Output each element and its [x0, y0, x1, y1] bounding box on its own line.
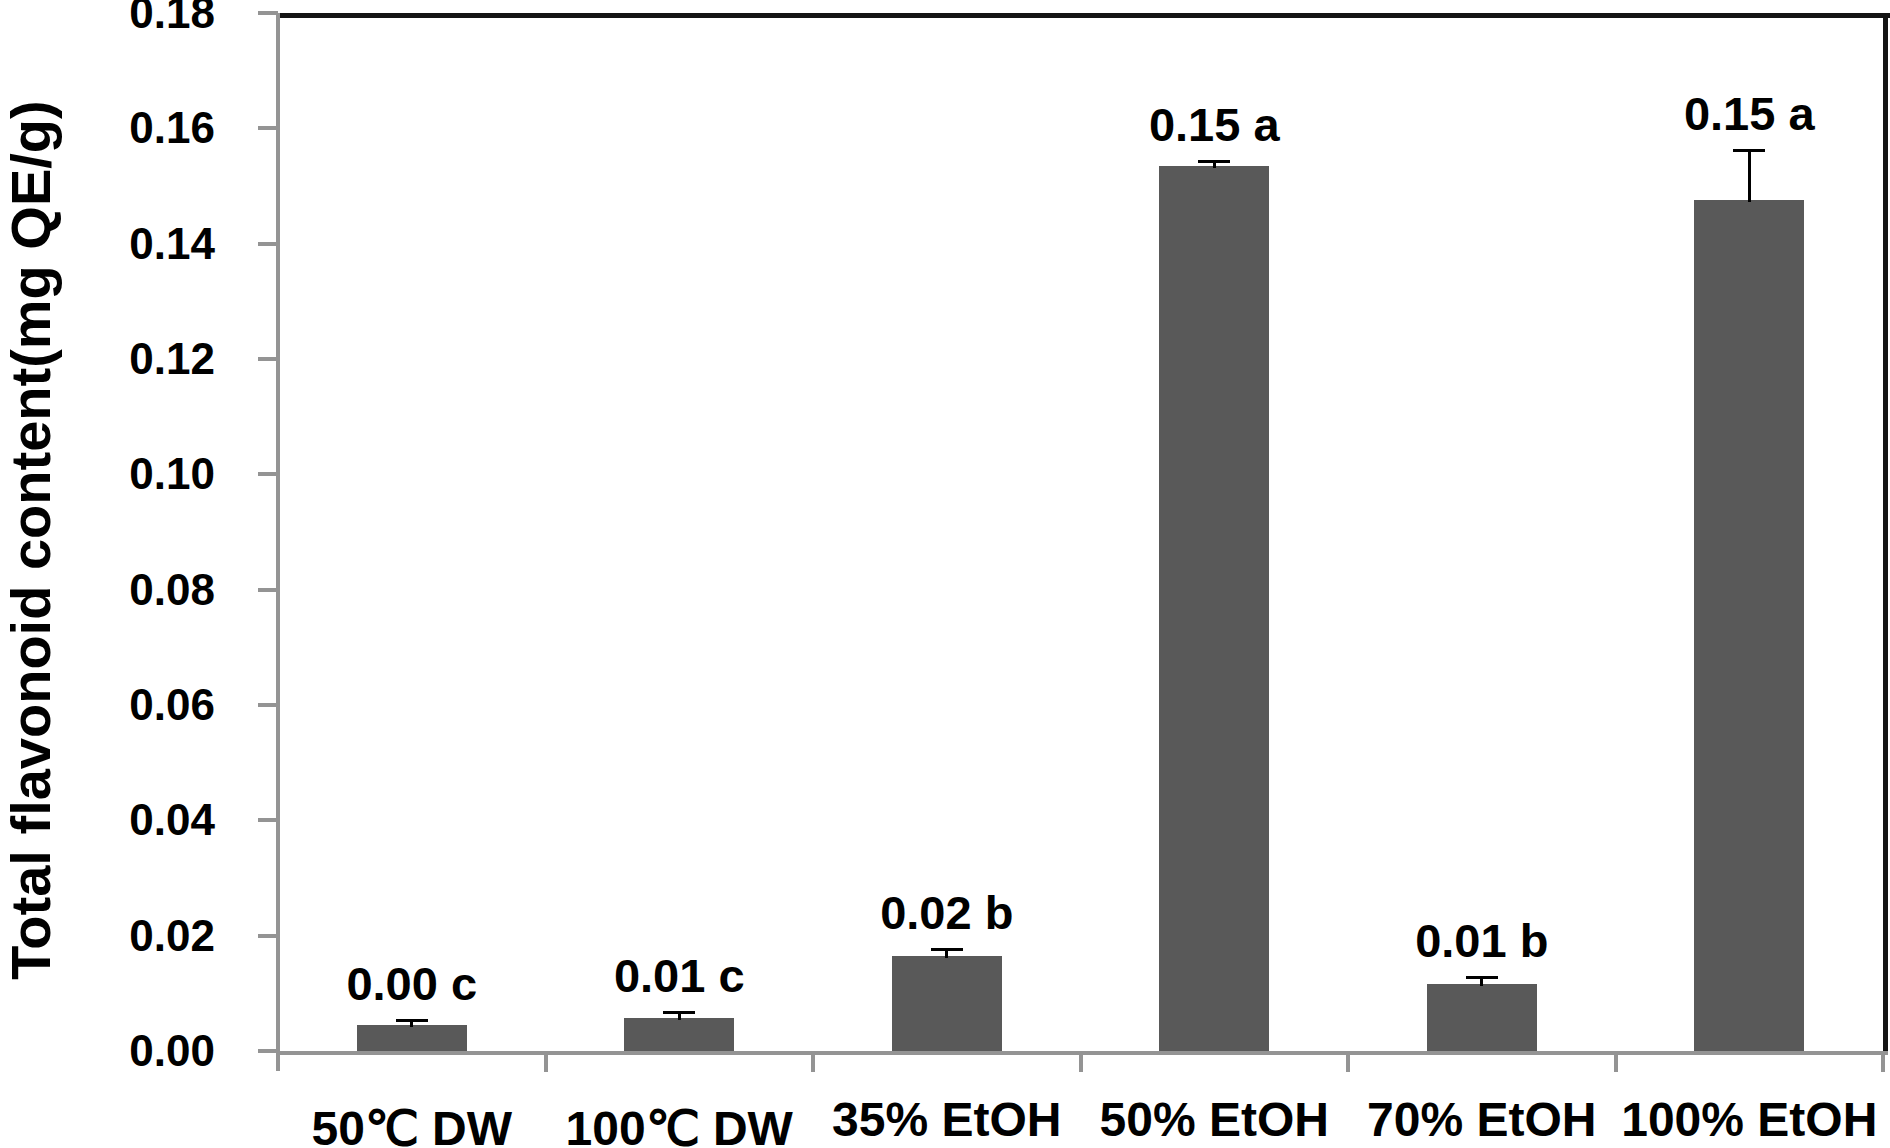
x-tick — [1614, 1055, 1618, 1072]
y-tick-label: 0.10 — [48, 452, 215, 496]
y-tick-label: 0.08 — [48, 568, 215, 612]
x-tick — [1079, 1055, 1083, 1072]
bar-35% EtOH — [892, 956, 1002, 1051]
error-bar-cap — [663, 1011, 695, 1014]
y-tick — [258, 588, 278, 592]
error-bar-cap — [931, 948, 963, 951]
y-tick — [258, 11, 278, 15]
y-tick — [258, 357, 278, 361]
y-tick — [258, 126, 278, 130]
x-tick-label-100% EtOH: 100% EtOH — [1621, 1096, 1877, 1144]
bar-50℃ DW — [357, 1025, 467, 1051]
x-tick — [811, 1055, 815, 1072]
bar-100% EtOH — [1694, 200, 1804, 1051]
y-tick-label: 0.04 — [48, 798, 215, 842]
y-tick — [258, 1049, 278, 1053]
bar-100℃ DW — [624, 1018, 734, 1051]
plot-frame-top-border — [278, 13, 1890, 18]
value-label: 0.01 b — [1415, 917, 1548, 965]
y-tick-label: 0.14 — [48, 222, 215, 266]
value-label: 0.02 b — [880, 889, 1013, 937]
y-tick — [258, 934, 278, 938]
bar-50% EtOH — [1159, 166, 1269, 1051]
x-tick-label-100℃ DW: 100℃ DW — [566, 1105, 793, 1148]
value-label: 0.00 c — [346, 960, 477, 1008]
y-tick — [258, 472, 278, 476]
y-tick-label: 0.02 — [48, 914, 215, 958]
value-label: 0.01 c — [614, 952, 745, 1000]
y-tick — [258, 242, 278, 246]
y-axis-line — [276, 13, 280, 1071]
y-tick-label: 0.12 — [48, 337, 215, 381]
x-tick — [544, 1055, 548, 1072]
value-label: 0.15 a — [1684, 90, 1815, 138]
y-tick-label: 0.06 — [48, 683, 215, 727]
value-label: 0.15 a — [1149, 101, 1280, 149]
x-tick — [1881, 1055, 1885, 1072]
error-bar-cap — [396, 1019, 428, 1022]
error-bar-cap — [1466, 976, 1498, 979]
x-tick-label-50% EtOH: 50% EtOH — [1100, 1096, 1329, 1144]
bar-70% EtOH — [1427, 984, 1537, 1051]
y-tick-label: 0.16 — [48, 106, 215, 150]
y-tick — [258, 818, 278, 822]
x-tick-label-70% EtOH: 70% EtOH — [1367, 1096, 1596, 1144]
x-tick-label-50℃ DW: 50℃ DW — [311, 1105, 512, 1148]
y-tick-label: 0.18 — [48, 0, 215, 35]
plot-frame-right-border — [1883, 13, 1888, 1055]
flavonoid-bar-chart: Total flavonoid content(mg QE/g) 0.000.0… — [0, 0, 1890, 1148]
y-tick — [258, 703, 278, 707]
error-bar — [1748, 150, 1751, 203]
y-tick-label: 0.00 — [48, 1029, 215, 1073]
x-tick — [1346, 1055, 1350, 1072]
x-tick-label-35% EtOH: 35% EtOH — [832, 1096, 1061, 1144]
error-bar-cap — [1733, 149, 1765, 152]
error-bar-cap — [1198, 160, 1230, 163]
